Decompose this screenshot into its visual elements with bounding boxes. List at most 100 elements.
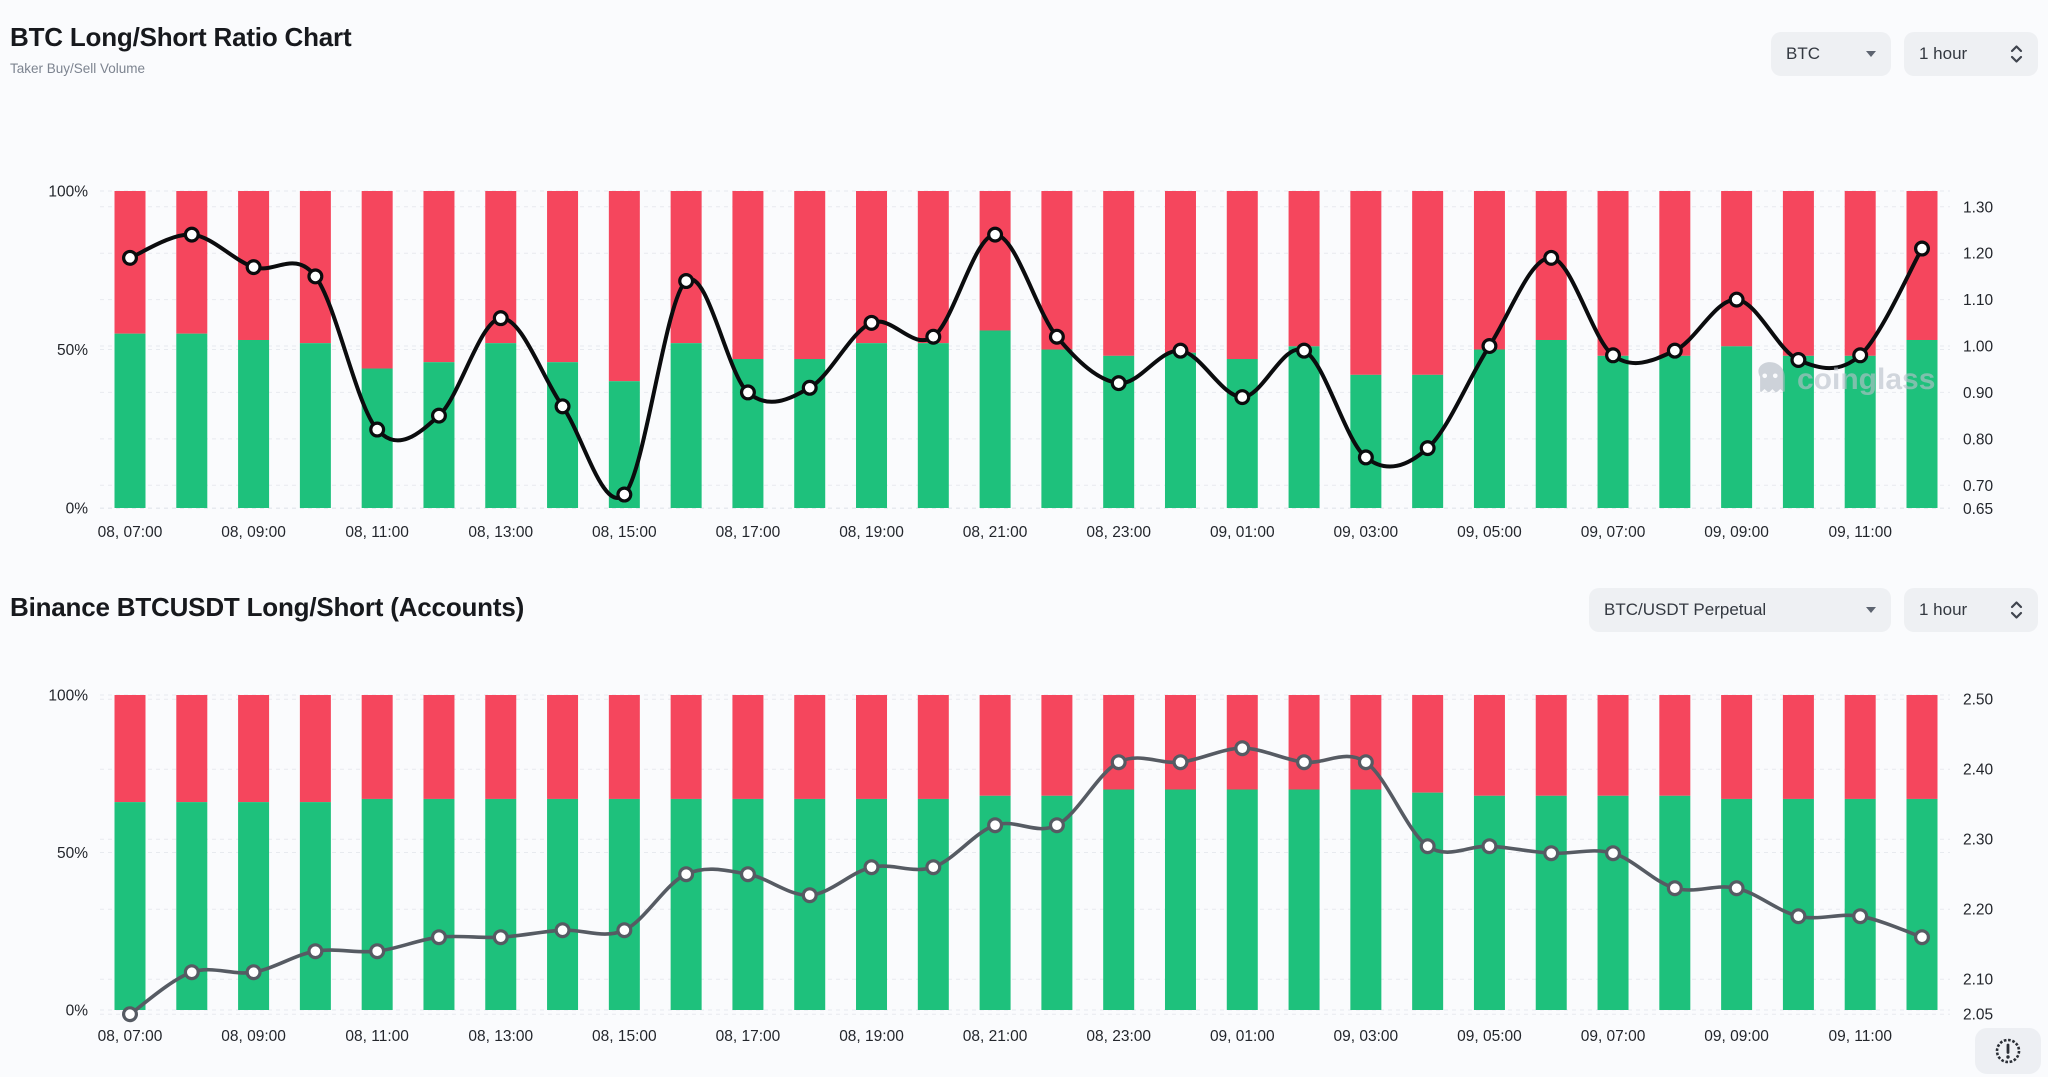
line-marker [430, 929, 447, 946]
short-bar-segment [1659, 191, 1691, 356]
line-marker [554, 922, 571, 939]
short-bar-segment [1350, 191, 1382, 375]
line-marker [801, 379, 818, 396]
x-axis-tick: 09, 07:00 [1581, 524, 1646, 541]
long-bar-segment [1597, 355, 1629, 508]
line-marker [369, 943, 386, 960]
line-marker [1419, 838, 1436, 855]
long-bar-segment [1412, 792, 1444, 1010]
line-marker [1605, 347, 1622, 364]
line-marker [1481, 838, 1498, 855]
short-bar-segment [176, 191, 208, 334]
short-bar-segment [1597, 191, 1629, 356]
long-bar-segment [547, 798, 579, 1010]
long-short-accounts-chart[interactable]: 100% 50% 0% 2.50 2.40 2.30 2.20 2.10 2.05 08, 07:… [0, 675, 2048, 1077]
chart2-controls: BTC/USDT Perpetual 1 hour [1589, 588, 2038, 632]
right-axis-tick: 2.50 [1963, 692, 1994, 709]
long-bar-segment [423, 798, 455, 1010]
pair-select[interactable]: BTC/USDT Perpetual [1589, 588, 1891, 632]
x-axis-tick: 08, 07:00 [98, 1028, 163, 1045]
short-bar-segment [794, 191, 826, 360]
long-bar-segment [917, 798, 949, 1010]
line-marker [925, 328, 942, 345]
line-marker [1543, 249, 1560, 266]
line-marker [739, 384, 756, 401]
line-marker [678, 273, 695, 290]
left-axis-tick: 0% [66, 501, 89, 518]
chart1-subtitle: Taker Buy/Sell Volume [10, 61, 146, 76]
line-marker [492, 310, 509, 327]
long-bar-segment [1350, 789, 1382, 1010]
long-bar-segment [1782, 798, 1814, 1010]
left-axis-tick: 100% [48, 688, 88, 705]
x-axis-tick: 09, 01:00 [1210, 524, 1275, 541]
alert-feedback-button[interactable] [1975, 1028, 2041, 1074]
line-marker [1728, 880, 1745, 897]
long-bar-segment [299, 343, 331, 508]
long-bar-segment [114, 802, 146, 1010]
line-marker [801, 887, 818, 904]
short-bar-segment [1164, 191, 1196, 353]
short-bar-segment [1288, 695, 1320, 790]
long-bar-segment [1473, 795, 1505, 1010]
x-axis-tick: 08, 13:00 [468, 524, 533, 541]
x-axis-tick: 09, 09:00 [1704, 1028, 1769, 1045]
line-marker [616, 922, 633, 939]
symbol-select[interactable]: BTC [1771, 32, 1891, 76]
short-bar-segment [485, 695, 517, 799]
long-bar-segment [670, 343, 702, 508]
short-bar-segment [1041, 695, 1073, 796]
x-axis-tick: 09, 05:00 [1457, 524, 1522, 541]
short-bar-segment [608, 191, 640, 382]
short-bar-segment [1473, 191, 1505, 350]
chevron-down-icon [1866, 51, 1876, 57]
chevron-down-icon [1866, 607, 1876, 613]
line-marker [678, 866, 695, 883]
symbol-select-value: BTC [1786, 44, 1820, 63]
short-bar-segment [547, 695, 579, 799]
line-marker [1419, 440, 1436, 457]
short-bar-segment [1721, 695, 1753, 799]
line-marker [863, 859, 880, 876]
line-marker [307, 268, 324, 285]
x-axis-tick: 08, 17:00 [716, 524, 781, 541]
right-axis-tick: 2.30 [1963, 832, 1994, 849]
line-marker [1790, 351, 1807, 368]
line-marker [1913, 929, 1930, 946]
x-axis-tick: 08, 21:00 [963, 1028, 1028, 1045]
short-bar-segment [1659, 695, 1691, 796]
x-axis-tick: 08, 07:00 [98, 524, 163, 541]
long-bar-segment [1288, 789, 1320, 1010]
line-marker [1296, 342, 1313, 359]
taker-buy-sell-volume-chart[interactable]: 100% 50% 0% 1.30 1.20 1.10 1.00 0.90 0.80 0.70 0.6… [0, 170, 2048, 570]
line-marker [1666, 342, 1683, 359]
long-bar-segment [856, 798, 888, 1010]
x-axis-tick: 09, 11:00 [1828, 1028, 1892, 1045]
x-axis-tick: 08, 19:00 [839, 1028, 904, 1045]
long-bar-segment [670, 798, 702, 1010]
right-axis-tick: 0.80 [1963, 431, 1994, 448]
short-bar-segment [1721, 191, 1753, 347]
line-marker [987, 226, 1004, 243]
interval-select-2[interactable]: 1 hour [1904, 588, 2038, 632]
chart1-header: BTC Long/Short Ratio Chart Taker Buy/Sel… [10, 22, 352, 76]
x-axis-tick: 08, 11:00 [345, 524, 409, 541]
interval-select[interactable]: 1 hour [1904, 32, 2038, 76]
interval-select-value: 1 hour [1919, 44, 1968, 63]
short-bar-segment [114, 695, 146, 803]
line-marker [863, 314, 880, 331]
short-bar-segment [361, 191, 393, 369]
long-bar-segment [732, 359, 764, 508]
x-axis-tick: 09, 03:00 [1334, 524, 1399, 541]
short-bar-segment [1597, 695, 1629, 796]
line-marker [987, 817, 1004, 834]
up-down-arrows-icon [2010, 45, 2023, 63]
line-marker [1605, 845, 1622, 862]
line-marker [1110, 375, 1127, 392]
x-axis-tick: 08, 21:00 [963, 524, 1028, 541]
short-bar-segment [917, 191, 949, 344]
short-bar-segment [1103, 695, 1135, 790]
short-bar-segment [1412, 695, 1444, 793]
line-marker [1852, 347, 1869, 364]
line-marker [1666, 880, 1683, 897]
